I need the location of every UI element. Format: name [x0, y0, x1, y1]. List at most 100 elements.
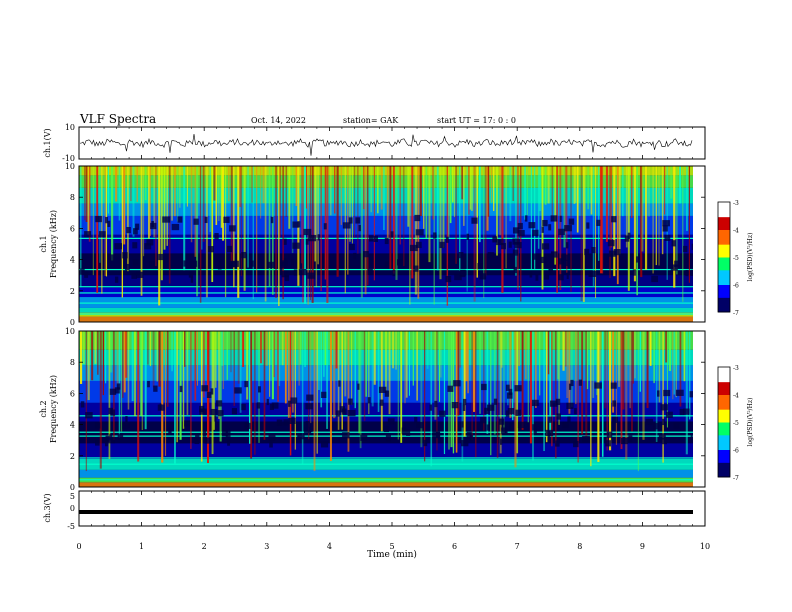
spheric-streak — [496, 331, 499, 458]
spheric-streak — [688, 331, 691, 420]
spheric-streak — [156, 331, 159, 382]
noise-gap — [210, 388, 214, 395]
colorbar-segment — [718, 214, 730, 218]
spheric-streak — [554, 166, 556, 265]
spheric-streak — [107, 166, 109, 214]
noise-gap — [562, 421, 569, 429]
ch2-spectrogram-panel: 0 2 4 6 8 10 ch.2 Frequency (kHz) -3 -4 -5 -6 -7 l… — [39, 327, 754, 492]
spheric-streak — [452, 166, 454, 203]
spheric-streak — [405, 331, 408, 398]
spheric-streak — [174, 331, 176, 464]
spheric-streak — [260, 166, 262, 219]
noise-gap — [636, 256, 640, 263]
colorbar-segment — [718, 227, 730, 230]
noise-gap — [564, 225, 572, 232]
noise-gap — [183, 260, 186, 267]
noise-gap — [439, 241, 445, 249]
ch3-ytick-top: 5 — [70, 492, 75, 501]
spheric-streak — [215, 331, 217, 388]
colorbar-tick-label: -5 — [733, 255, 739, 262]
noise-gap — [462, 398, 467, 406]
spheric-streak — [627, 166, 630, 291]
noise-gap — [628, 435, 633, 442]
spheric-streak — [302, 166, 304, 303]
noise-gap — [321, 391, 327, 399]
spheric-streak — [368, 331, 370, 415]
colorbar-segment — [718, 291, 730, 295]
spheric-streak — [110, 166, 114, 261]
spheric-streak — [295, 166, 297, 206]
noise-gap — [506, 392, 513, 399]
spheric-streak — [564, 166, 567, 233]
noise-gap — [509, 423, 512, 430]
spheric-streak — [420, 331, 423, 448]
spheric-streak — [386, 166, 389, 239]
noise-gap — [613, 249, 621, 256]
spheric-streak — [664, 166, 666, 215]
spheric-streak — [213, 331, 215, 430]
spheric-streak — [94, 331, 97, 364]
spheric-streak — [622, 166, 624, 217]
noise-gap — [358, 224, 361, 232]
noise-gap — [508, 388, 513, 396]
spheric-streak — [164, 331, 167, 456]
spheric-streak — [573, 166, 576, 204]
spheric-streak — [131, 331, 134, 402]
noise-gap — [558, 274, 564, 281]
noise-gap — [479, 273, 487, 280]
spheric-streak — [179, 331, 182, 440]
spheric-streak — [585, 331, 588, 438]
colorbar-segment — [718, 233, 730, 236]
spheric-streak — [344, 331, 347, 397]
spheric-streak — [213, 166, 216, 201]
noise-gap — [292, 221, 299, 228]
spheric-streak — [351, 166, 353, 244]
frequency-band — [79, 482, 693, 487]
spheric-streak — [487, 166, 490, 217]
colorbar-segment — [718, 306, 730, 309]
ch3-ylabel: ch.3(V) — [43, 493, 52, 522]
noise-gap — [529, 271, 533, 278]
spheric-streak — [644, 166, 648, 270]
spheric-streak — [562, 331, 565, 371]
colorbar-segment — [718, 394, 730, 397]
spheric-streak — [136, 166, 138, 202]
spheric-streak — [416, 331, 418, 401]
noise-gap — [541, 243, 550, 250]
noise-gap — [266, 261, 275, 269]
spheric-streak — [219, 331, 222, 442]
noise-gap — [266, 398, 269, 406]
spheric-streak — [292, 331, 294, 413]
spheric-streak — [675, 331, 677, 398]
colorbar-segment — [718, 229, 730, 232]
spheric-streak — [639, 331, 641, 392]
spheric-streak — [395, 166, 398, 280]
noise-gap — [409, 244, 418, 252]
spheric-streak — [459, 331, 461, 368]
noise-gap — [605, 440, 611, 447]
spheric-streak — [269, 331, 271, 397]
colorbar-segment — [718, 387, 730, 390]
spheric-streak — [634, 331, 636, 379]
noise-gap — [292, 242, 300, 249]
noise-gap — [542, 219, 548, 227]
spheric-streak — [468, 166, 470, 215]
noise-gap — [206, 391, 212, 399]
spheric-streak — [679, 166, 681, 204]
spheric-streak — [575, 331, 577, 405]
spheric-streak — [509, 331, 512, 419]
spheric-streak — [442, 166, 445, 248]
spheric-streak — [380, 331, 383, 432]
noise-gap — [434, 400, 438, 408]
spheric-streak — [326, 166, 329, 303]
spheric-streak — [662, 331, 664, 463]
spheric-streak — [140, 166, 143, 296]
noise-gap — [320, 441, 329, 448]
noise-gap — [512, 238, 520, 245]
noise-gap — [373, 235, 378, 243]
spheric-streak — [200, 331, 203, 462]
ch1-ylabel: ch.1(V) — [43, 128, 52, 157]
noise-gap — [114, 387, 120, 394]
ch2-colorbar: -3 -4 -5 -6 -7 log(PSD)(V²/Hz) — [717, 365, 754, 482]
noise-gap — [171, 223, 180, 231]
